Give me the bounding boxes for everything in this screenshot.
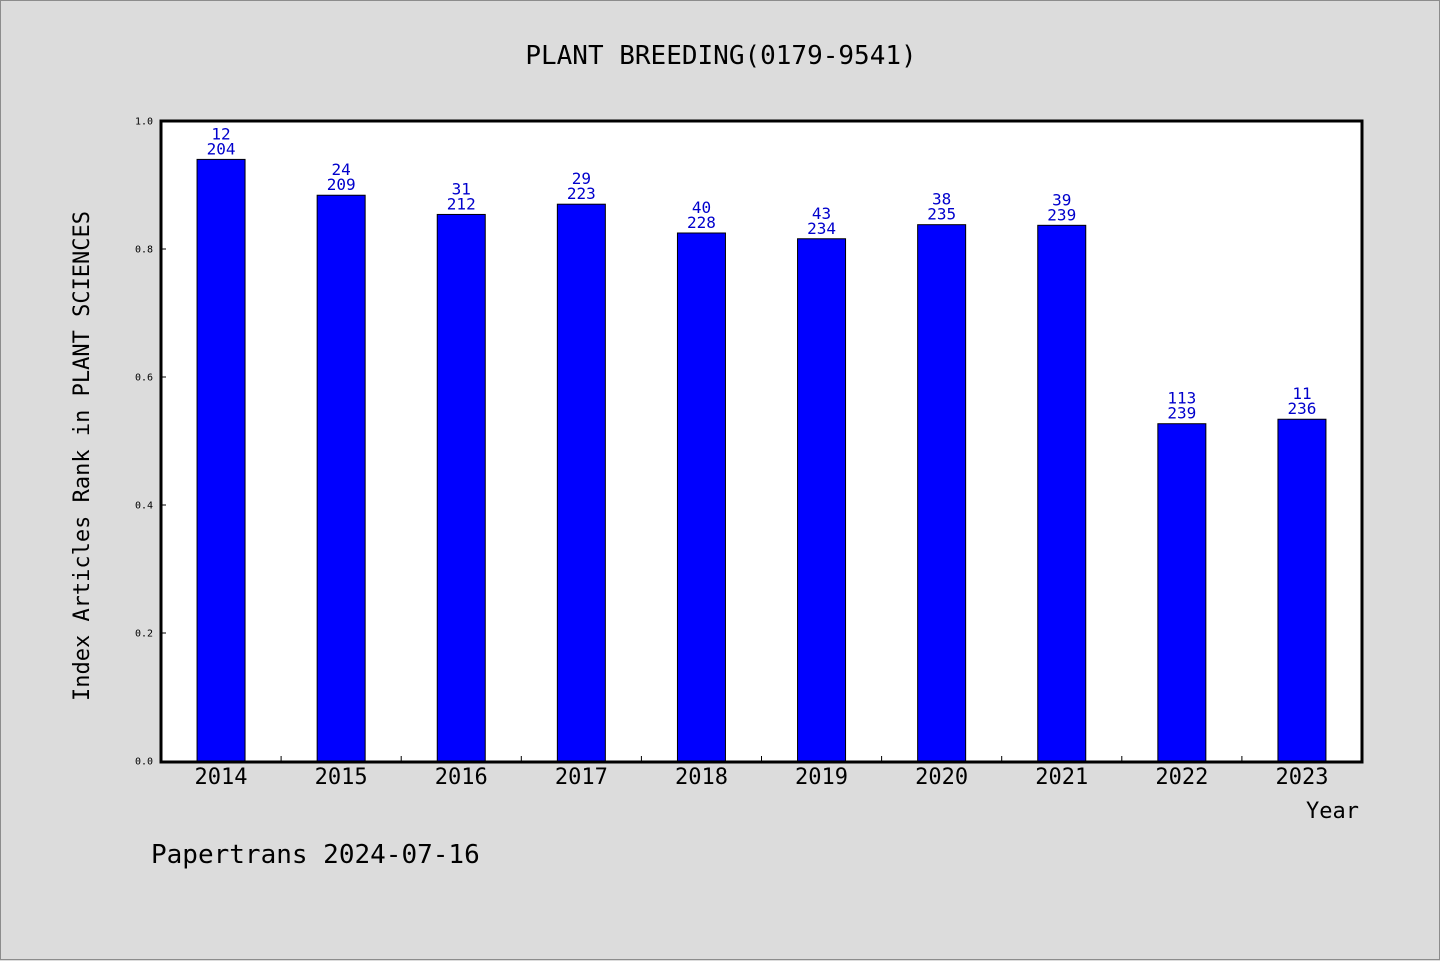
bar-2021	[1037, 224, 1087, 762]
x-tick-label-2015: 2015	[315, 765, 368, 790]
x-axis-label: Year	[1306, 799, 1359, 824]
bar-rank-label-2022: 113	[1167, 389, 1196, 408]
bar-total-label-2018: 228	[687, 213, 716, 232]
chart-title: PLANT BREEDING(0179-9541)	[525, 41, 916, 71]
x-tick-label-2014: 2014	[195, 765, 248, 790]
y-tick-label-1.0: 1.0	[135, 117, 153, 128]
y-tick-label-0.4: 0.4	[135, 501, 153, 512]
bars-group	[196, 158, 1327, 762]
y-axis-label: Index Articles Rank in PLANT SCIENCES	[70, 211, 95, 701]
x-tick-label-2020: 2020	[915, 765, 968, 790]
bar-2014	[196, 158, 246, 762]
bar-rank-label-2018: 40	[692, 198, 711, 217]
bar-rank-label-2015: 24	[332, 160, 351, 179]
bar-total-label-2020: 235	[927, 205, 956, 224]
y-tick-label-0.2: 0.2	[135, 629, 153, 640]
x-tick-label-2018: 2018	[675, 765, 728, 790]
x-tick-label-2023: 2023	[1275, 765, 1328, 790]
bar-rank-label-2019: 43	[812, 204, 831, 223]
bar-2020	[917, 224, 967, 762]
bar-total-label-2023: 236	[1287, 399, 1316, 418]
x-tick-label-2021: 2021	[1035, 765, 1088, 790]
bar-total-label-2014: 204	[207, 139, 236, 158]
y-tick-label-0.0: 0.0	[135, 757, 153, 768]
y-tick-label-0.6: 0.6	[135, 373, 153, 384]
bar-total-label-2016: 212	[447, 194, 476, 213]
bar-rank-label-2020: 38	[932, 190, 951, 209]
bar-2017	[556, 203, 606, 762]
bar-rank-label-2014: 12	[211, 124, 230, 143]
bar-2016	[436, 213, 486, 762]
x-tick-label-2017: 2017	[555, 765, 608, 790]
x-tick-label-2019: 2019	[795, 765, 848, 790]
x-tick-label-2022: 2022	[1155, 765, 1208, 790]
y-tick-label-0.8: 0.8	[135, 245, 153, 256]
bar-rank-label-2023: 11	[1292, 384, 1311, 403]
bar-total-label-2015: 209	[327, 175, 356, 194]
bar-2018	[676, 232, 726, 762]
bar-2019	[797, 238, 847, 762]
bar-total-label-2022: 239	[1167, 404, 1196, 423]
bar-2023	[1277, 418, 1327, 762]
plot-border	[159, 119, 1364, 764]
bar-2022	[1157, 423, 1207, 762]
x-axis-ticks: 2014 2015 2016 2017 2018 2019 2020 2021 2022 2023	[195, 756, 1328, 790]
y-axis-ticks: 0.0 0.2 0.4 0.6 0.8 1.0	[135, 117, 166, 768]
bar-rank-label-2016: 31	[452, 179, 471, 198]
footer-source-date: Papertrans 2024-07-16	[151, 840, 480, 870]
bar-rank-label-2021: 39	[1052, 190, 1071, 209]
bar-total-label-2017: 223	[567, 184, 596, 203]
bar-rank-label-2017: 29	[572, 169, 591, 188]
bar-total-label-2019: 234	[807, 219, 836, 238]
x-tick-label-2016: 2016	[435, 765, 488, 790]
bar-2015	[316, 194, 366, 762]
bar-total-label-2021: 239	[1047, 205, 1076, 224]
